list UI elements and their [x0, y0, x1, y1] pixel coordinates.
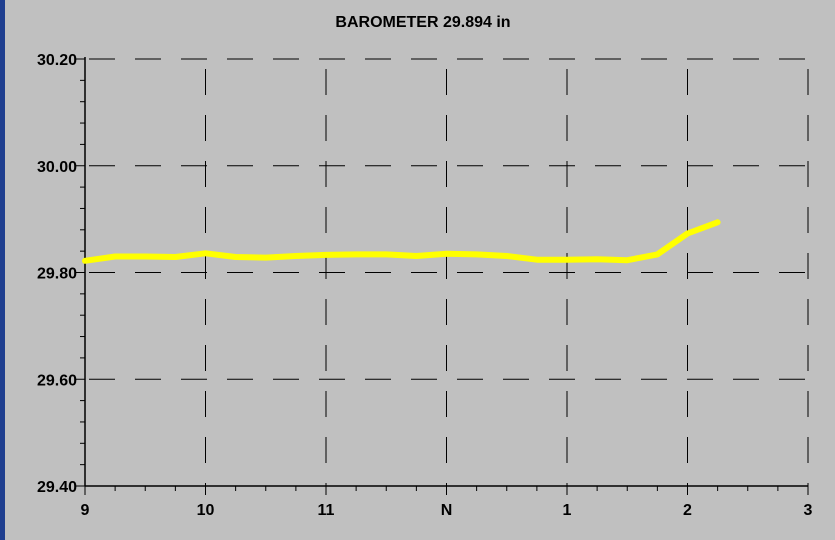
data-point [233, 254, 239, 260]
data-point [323, 252, 329, 258]
data-point [594, 256, 600, 262]
data-point [715, 219, 721, 225]
x-tick-label: 2 [683, 502, 692, 519]
data-point [504, 253, 510, 259]
data-point [624, 257, 630, 263]
data-point [263, 255, 269, 261]
ticks-layer [76, 58, 809, 495]
data-point [353, 251, 359, 257]
grid-layer [85, 58, 809, 486]
y-tick-label: 29.40 [37, 479, 77, 496]
data-point [142, 253, 148, 259]
tick-labels-layer: 30.20 30.00 29.80 29.60 29.409 10 11 N 1 2 3 [37, 52, 813, 519]
series-layer [82, 219, 721, 264]
data-point [444, 251, 449, 257]
y-tick-label: 29.60 [37, 372, 77, 389]
x-tick-label: 1 [563, 502, 572, 519]
window-edge-bar [0, 0, 5, 540]
series-line-0 [82, 219, 721, 264]
data-point [172, 254, 178, 260]
x-tick-label: 9 [81, 502, 90, 519]
y-tick-label: 30.00 [37, 159, 77, 176]
x-tick-label: 10 [197, 502, 215, 519]
chart-title: BAROMETER 29.894 in [335, 14, 510, 31]
data-point [564, 257, 570, 263]
data-point [112, 253, 118, 259]
data-point [685, 231, 690, 237]
x-tick-label: N [441, 502, 453, 519]
data-point [82, 258, 88, 264]
data-point [413, 253, 419, 259]
data-point [293, 253, 299, 259]
data-point [474, 251, 480, 257]
y-tick-label: 29.80 [37, 266, 77, 283]
data-point [654, 251, 660, 257]
data-point [383, 251, 389, 257]
x-tick-label: 3 [804, 502, 813, 519]
data-point [534, 257, 540, 263]
data-point [203, 250, 208, 256]
x-tick-label: 11 [318, 502, 335, 519]
y-tick-label: 30.20 [37, 52, 77, 69]
